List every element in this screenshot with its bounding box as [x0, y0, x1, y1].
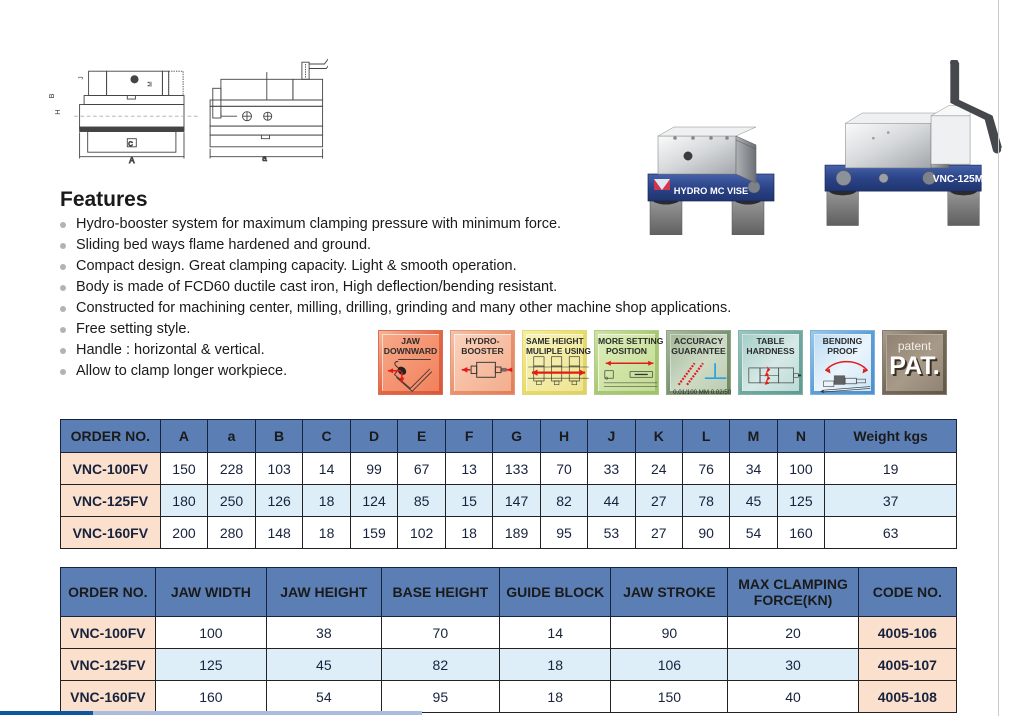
svg-text:C: C [128, 141, 133, 148]
svg-text:HYDRO MC VISE: HYDRO MC VISE [674, 186, 748, 196]
svg-text:0.01/100 MM 0.02/50: 0.01/100 MM 0.02/50 [673, 389, 732, 395]
svg-text:A: A [129, 156, 135, 165]
svg-text:a: a [262, 154, 267, 163]
svg-text:VNC-125M: VNC-125M [933, 174, 984, 185]
